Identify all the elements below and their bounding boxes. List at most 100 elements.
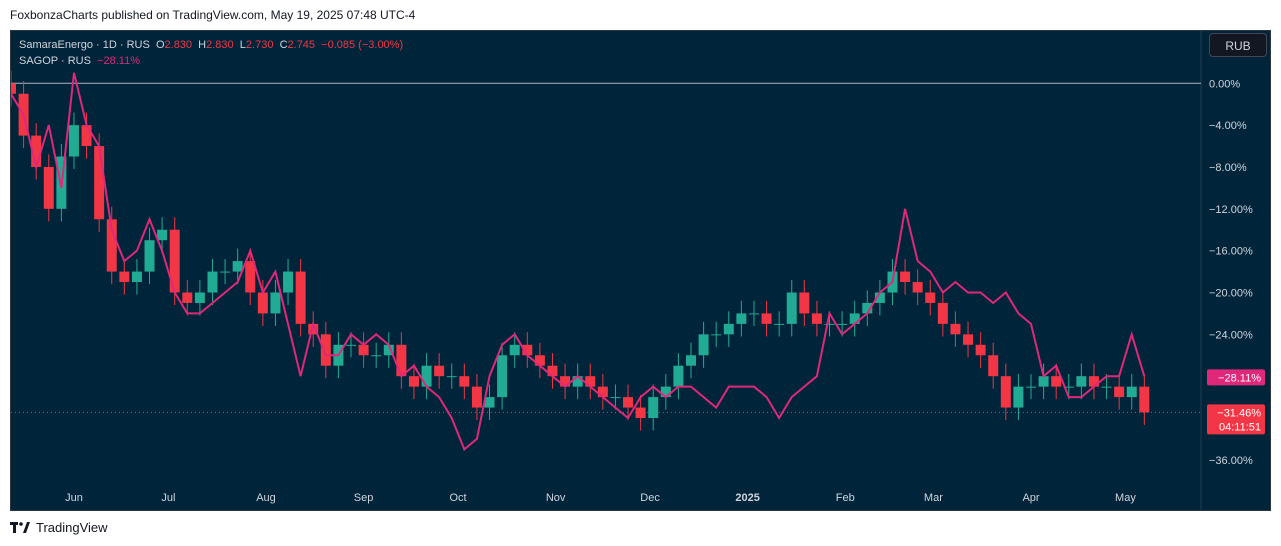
y-tick-label: −20.00% [1209,287,1253,299]
candle-body [207,271,218,293]
candle-body [849,313,860,324]
x-tick-label: Oct [449,492,466,504]
price-axis-label: −31.46% [1217,407,1261,419]
legend-open-label: O [155,39,165,51]
compare-series-line [11,72,1146,452]
candle-body [81,125,92,147]
y-tick-label: −24.00% [1209,329,1253,341]
candle-body [522,344,533,356]
candle-body [774,323,785,325]
candle-body [1114,386,1125,398]
legend-low-label: L [239,39,246,51]
candle-body [761,313,772,324]
x-tick-label: Aug [256,492,276,504]
y-tick-label: −4.00% [1209,120,1247,132]
candle-body [471,386,482,408]
candle-body [597,386,608,398]
candle-body [1088,376,1099,387]
candle-body [698,334,709,356]
candle-body [623,397,634,408]
candle-body [232,261,243,272]
candle-body [975,344,986,356]
candle-body [686,355,696,366]
legend-high-value: 2.830 [206,39,234,51]
candle-body [786,292,797,324]
candle-body [283,271,294,293]
price-chart[interactable]: 0.00% −4.00% −8.00% −12.00% −16.00% −20.00% −2… [11,31,1270,510]
candle-body [446,376,457,378]
candle-body [862,302,873,314]
candle-body [585,376,596,387]
legend-symbol[interactable]: SamaraEnergo · 1D · RUS [19,39,150,51]
candle-body [572,376,583,387]
candle-body [988,355,999,377]
footer-brand[interactable]: TradingView [36,520,108,535]
candle-body [43,166,54,209]
candle-body [169,229,180,293]
y-tick-label: −36.00% [1209,455,1253,467]
candle-body [874,292,885,303]
candle-body [1026,386,1036,388]
currency-button[interactable]: RUB [1209,33,1267,57]
candle-body [900,271,911,283]
candle-body [245,261,256,293]
tradingview-logo-icon [10,522,30,534]
price-axis-label: −28.11% [1218,372,1261,384]
legend-change: −0.085 (−3.00%) [321,39,404,51]
candle-body [837,323,848,325]
candle-body [320,334,331,366]
candle-body [736,313,747,324]
candle-body [811,313,822,324]
candle-body [723,323,734,335]
footer: TradingView [10,516,108,540]
y-tick-label: −8.00% [1209,162,1247,174]
candle-body [534,355,545,366]
candle-body [497,355,508,398]
candle-body [94,146,105,220]
candle-body [220,271,231,273]
candle-body [1063,386,1074,388]
candle-body [1038,376,1049,387]
x-tick-label: Mar [924,492,943,504]
candle-body [610,397,621,399]
candle-body [270,292,281,314]
candle-body [748,313,759,315]
price-axis-label-bg [1207,404,1265,435]
candle-body [635,407,646,419]
candle-body [484,397,495,408]
candle-body [925,292,936,303]
candle-body [912,282,923,293]
candle-body [106,219,117,272]
candle-body [950,323,961,335]
candle-body [11,83,16,94]
candle-body [194,292,205,303]
candle-body [371,355,382,357]
candle-body [144,240,155,272]
candle-body [547,365,558,377]
candle-body [1139,386,1150,413]
legend-open-value: 2.830 [164,39,193,51]
candle-body [1076,376,1087,387]
legend-low-value: 2.730 [245,39,274,51]
candle-body [308,323,319,335]
legend-compare-symbol[interactable]: SAGOP · RUS [19,55,91,67]
candle-body [346,344,356,346]
publish-info: FoxbonzaCharts published on TradingView.… [0,0,1281,30]
published-text: FoxbonzaCharts published on TradingView.… [10,8,416,22]
candle-body [182,292,193,303]
candle-body [408,376,419,387]
legend-compare-change: −28.11% [97,55,140,67]
x-tick-label: Jun [65,492,83,504]
candle-body [1101,386,1112,388]
y-tick-label: −12.00% [1209,204,1253,216]
x-tick-label: Sep [354,492,374,504]
legend-high-label: H [198,39,207,51]
candle-body [648,397,659,419]
candle-body [1051,376,1062,387]
candle-body [421,365,432,387]
candle-body [459,376,470,387]
candle-body [68,125,79,157]
candle-body [824,323,835,325]
candle-body [131,271,142,283]
chart-panel[interactable]: 0.00% −4.00% −8.00% −12.00% −16.00% −20.00% −2… [10,30,1271,511]
